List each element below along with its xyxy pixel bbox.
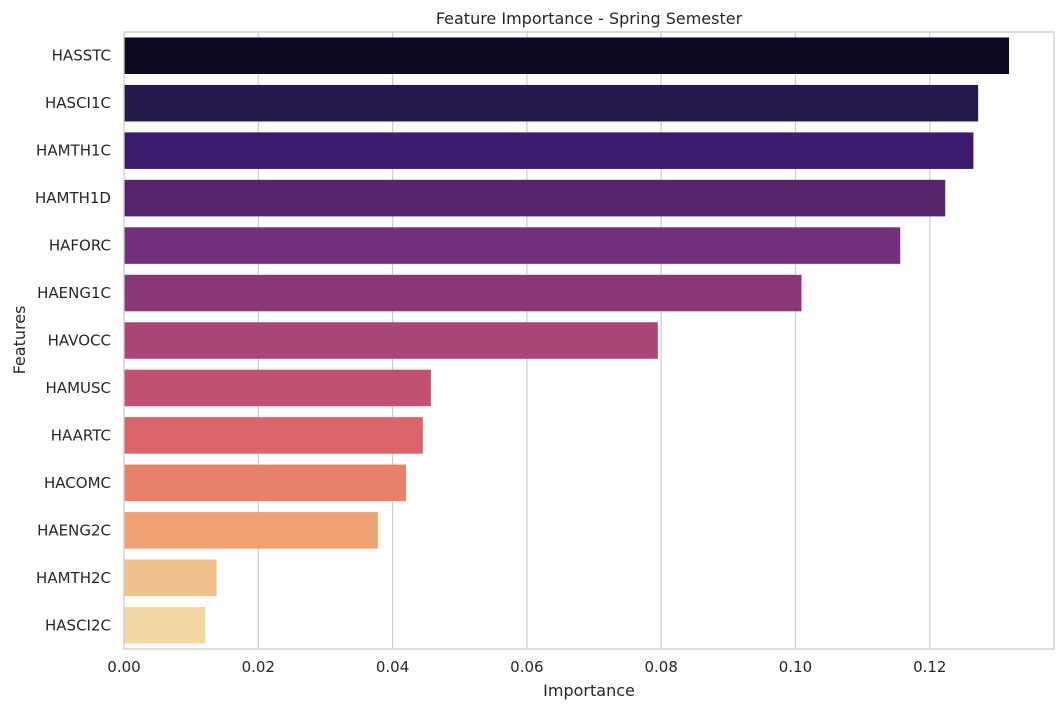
y-tick-label: HAARTC — [51, 426, 111, 444]
bar-hacomc — [124, 464, 407, 502]
y-tick-label: HAENG2C — [37, 521, 111, 539]
bars — [124, 37, 1010, 644]
bar-hasstc — [124, 37, 1010, 75]
x-tick-label: 0.00 — [107, 658, 140, 676]
bar-haeng2c — [124, 512, 378, 549]
x-axis-title: Importance — [543, 681, 635, 700]
bar-hamth1c — [124, 132, 974, 169]
bar-hasci1c — [124, 84, 979, 122]
y-tick-label: HASCI1C — [45, 94, 111, 112]
bar-hasci2c — [124, 606, 206, 644]
y-tick-label: HASCI2C — [45, 616, 111, 634]
bar-hamth1d — [124, 179, 946, 217]
y-tick-label: HAMTH1D — [35, 189, 111, 207]
plot-frame — [123, 31, 1055, 650]
bar-haartc — [124, 417, 423, 454]
x-tick-label: 0.04 — [376, 658, 409, 676]
bar-haforc — [124, 227, 901, 264]
x-tick-label: 0.12 — [913, 658, 946, 676]
x-tick-label: 0.08 — [644, 658, 677, 676]
chart-title: Feature Importance - Spring Semester — [436, 9, 743, 28]
y-tick-labels: HASSTC HASCI1C HAMTH1C HAMTH1D HAFORC HAENG1C… — [35, 47, 111, 635]
y-tick-label: HAVOCC — [48, 332, 111, 350]
y-tick-label: HAMUSC — [46, 379, 111, 397]
x-tick-label: 0.02 — [242, 658, 275, 676]
y-tick-label: HAFORC — [49, 237, 111, 255]
x-tick-labels: 0.00 0.02 0.04 0.06 0.08 0.10 0.12 — [107, 658, 946, 676]
bar-havocc — [124, 322, 658, 359]
y-axis-title: Features — [10, 306, 29, 375]
bar-haeng1c — [124, 274, 802, 312]
x-tick-label: 0.10 — [779, 658, 812, 676]
bar-hamusc — [124, 369, 431, 407]
bar-hamth2c — [124, 559, 217, 597]
y-tick-label: HAMTH1C — [36, 142, 111, 160]
y-tick-label: HASSTC — [52, 47, 111, 65]
x-tick-label: 0.06 — [510, 658, 543, 676]
y-tick-label: HACOMC — [44, 474, 111, 492]
y-tick-label: HAENG1C — [37, 284, 111, 302]
y-tick-label: HAMTH2C — [36, 569, 111, 587]
